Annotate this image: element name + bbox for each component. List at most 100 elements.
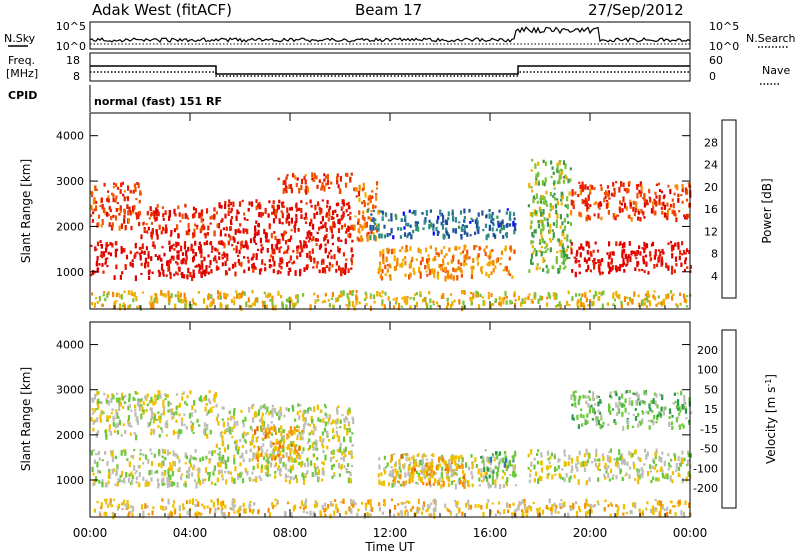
power-cell [575,253,578,257]
velocity-cell [191,498,195,503]
power-cell [588,216,591,221]
power-cell [316,201,320,206]
velocity-cell [323,507,326,513]
power-cell [285,189,288,194]
velocity-cell [152,418,156,424]
power-cell [642,211,645,216]
power-cell [555,209,558,215]
velocity-cell [233,458,236,465]
power-cell [607,202,610,208]
power-cell [606,200,609,203]
power-cell [662,251,665,255]
power-cell [541,195,545,200]
power-cell [261,259,264,265]
velocity-cell [457,455,460,461]
velocity-cell [389,460,392,464]
power-cell [93,208,96,212]
velocity-cell [587,453,590,457]
velocity-cell [402,464,405,470]
power-cell [150,304,153,309]
power-cell [176,254,179,260]
power-cell [195,264,198,268]
power-cell [260,244,263,247]
velocity-cell [126,458,129,462]
velocity-cell [322,418,325,424]
velocity-cell [310,460,313,466]
power-cell [585,259,588,264]
velocity-cell [216,498,219,503]
velocity-cell [667,453,670,457]
velocity-y-tick-label: 4000 [56,339,84,352]
velocity-cell [276,467,279,471]
velocity-cell [233,511,236,514]
power-cell [284,179,287,186]
power-cell [427,258,430,264]
power-cell [476,293,479,298]
power-cell [321,258,324,263]
power-cell [94,185,97,192]
power-cell [190,246,193,252]
power-cell [151,244,154,247]
velocity-cell [316,448,319,451]
power-cell [115,208,118,212]
velocity-cell [505,481,508,485]
velocity-cell [169,462,172,466]
velocity-cell [264,471,268,477]
velocity-cell [117,416,120,419]
power-cell [387,296,390,301]
power-cell [655,303,658,307]
velocity-cell [209,429,212,435]
velocity-cell [351,464,354,467]
power-cell [513,229,516,235]
velocity-cell [621,411,624,417]
velocity-cell [408,474,411,478]
velocity-cell [549,456,552,460]
velocity-cell [341,414,344,417]
velocity-cell [123,449,126,453]
velocity-cell [199,480,202,486]
power-cell [481,210,484,216]
power-cell [496,215,499,219]
velocity-cell [535,471,538,477]
power-cell [107,251,110,255]
power-cell [228,199,231,204]
power-cell [237,258,240,264]
power-cell [304,241,307,247]
power-cell [685,198,689,202]
velocity-cell [655,477,658,482]
power-cell [129,210,132,216]
velocity-cell [286,501,290,505]
power-cell [430,222,433,228]
power-cell [364,291,367,295]
power-cell [587,194,590,200]
velocity-cell [593,504,596,507]
power-cell [599,271,602,276]
power-cell [553,192,556,196]
power-cell [560,198,563,202]
power-cell [423,297,426,301]
power-y-tick-label: 3000 [56,175,84,188]
power-cell [185,251,188,257]
power-cell [634,267,637,272]
power-cell [491,227,494,232]
freq-panel [89,52,691,82]
power-cell [177,294,180,299]
power-cell [490,214,493,219]
power-cell [227,204,230,208]
power-cell [556,164,559,169]
power-cell [170,230,173,236]
power-cell [247,266,250,271]
velocity-cell [287,459,290,463]
velocity-cell [267,424,270,430]
velocity-cell [123,477,126,482]
power-cell [354,215,357,218]
power-cell [638,302,641,308]
velocity-cell [196,511,199,516]
power-cell [272,205,275,209]
power-cell [123,218,126,224]
power-cell [415,227,418,232]
velocity-cell [594,462,597,468]
power-cell [612,303,615,307]
power-cell [196,226,199,230]
power-cell [624,253,627,257]
